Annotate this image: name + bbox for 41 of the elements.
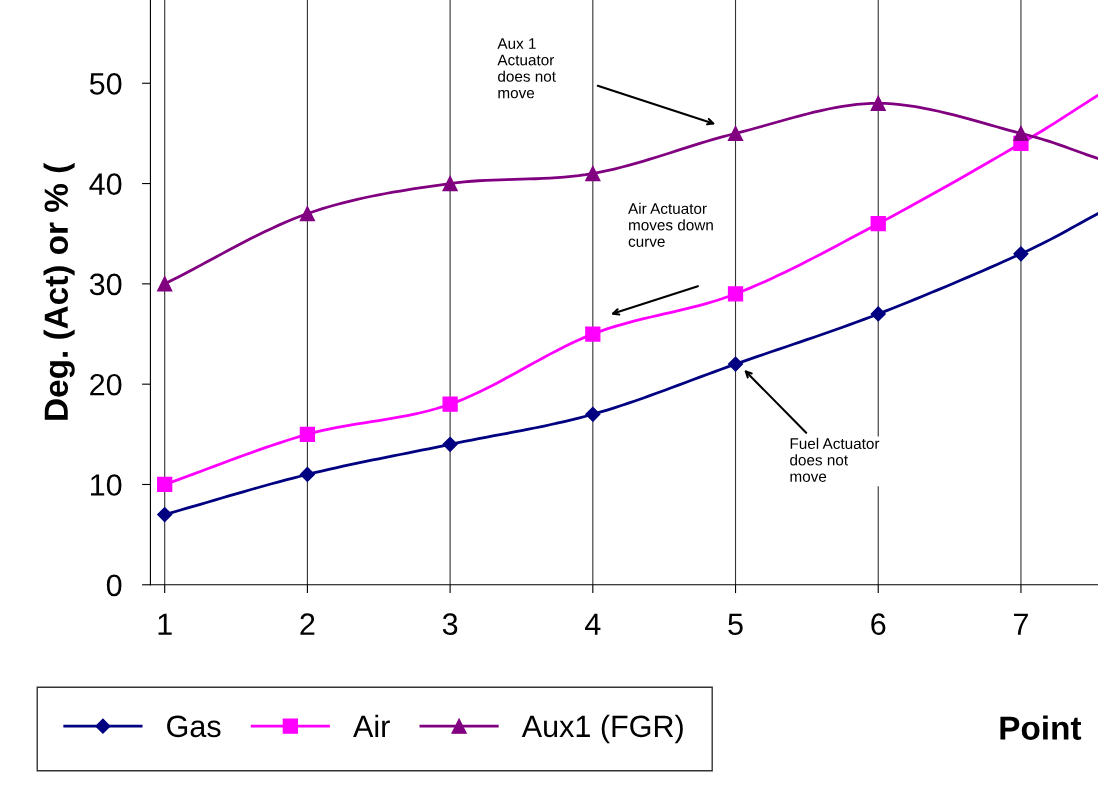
point: [1013, 246, 1029, 262]
legend-label: Aux1 (FGR): [521, 714, 683, 744]
point: [870, 216, 886, 232]
x-tick-label: 5: [728, 613, 743, 636]
y-tick-label: 20: [90, 373, 122, 396]
annotation: Fuel Actuator does not move: [790, 437, 880, 482]
annotation: Aux 1 Actuator does not move: [497, 38, 556, 99]
y-tick-label: 40: [89, 173, 122, 195]
x-axis-title: Point: [1000, 715, 1082, 740]
point: [585, 165, 601, 182]
x-tick-label: 7: [1014, 613, 1028, 635]
point: [157, 506, 173, 523]
point: [727, 125, 744, 142]
y-tick-label: 0: [106, 574, 122, 597]
point: [870, 306, 886, 322]
y-tick-label: 10: [90, 474, 122, 496]
point: [1013, 125, 1029, 142]
point: [442, 175, 458, 192]
point: [870, 95, 886, 111]
point: [727, 356, 744, 372]
point: [727, 286, 744, 302]
point: [299, 426, 316, 442]
y-axis-title: Deg. (Act) or % (: [43, 162, 75, 420]
x-tick-label: 1: [158, 613, 172, 635]
point: [442, 436, 458, 452]
point: [299, 206, 316, 222]
y-tick-label: 50: [89, 72, 122, 95]
legend-label: Gas: [167, 715, 221, 738]
point: [585, 406, 601, 422]
point: [157, 276, 173, 292]
annotation: Air Actuator moves down curve: [628, 202, 713, 247]
y-tick-label: 30: [89, 273, 122, 296]
x-tick-label: 6: [871, 613, 886, 636]
point: [585, 326, 601, 342]
point: [157, 476, 173, 493]
x-tick-label: 4: [585, 613, 601, 635]
x-tick-label: 2: [300, 613, 315, 635]
x-tick-label: 3: [442, 613, 458, 636]
point: [299, 466, 315, 483]
point: [442, 396, 458, 412]
legend-label: Air: [353, 714, 390, 737]
